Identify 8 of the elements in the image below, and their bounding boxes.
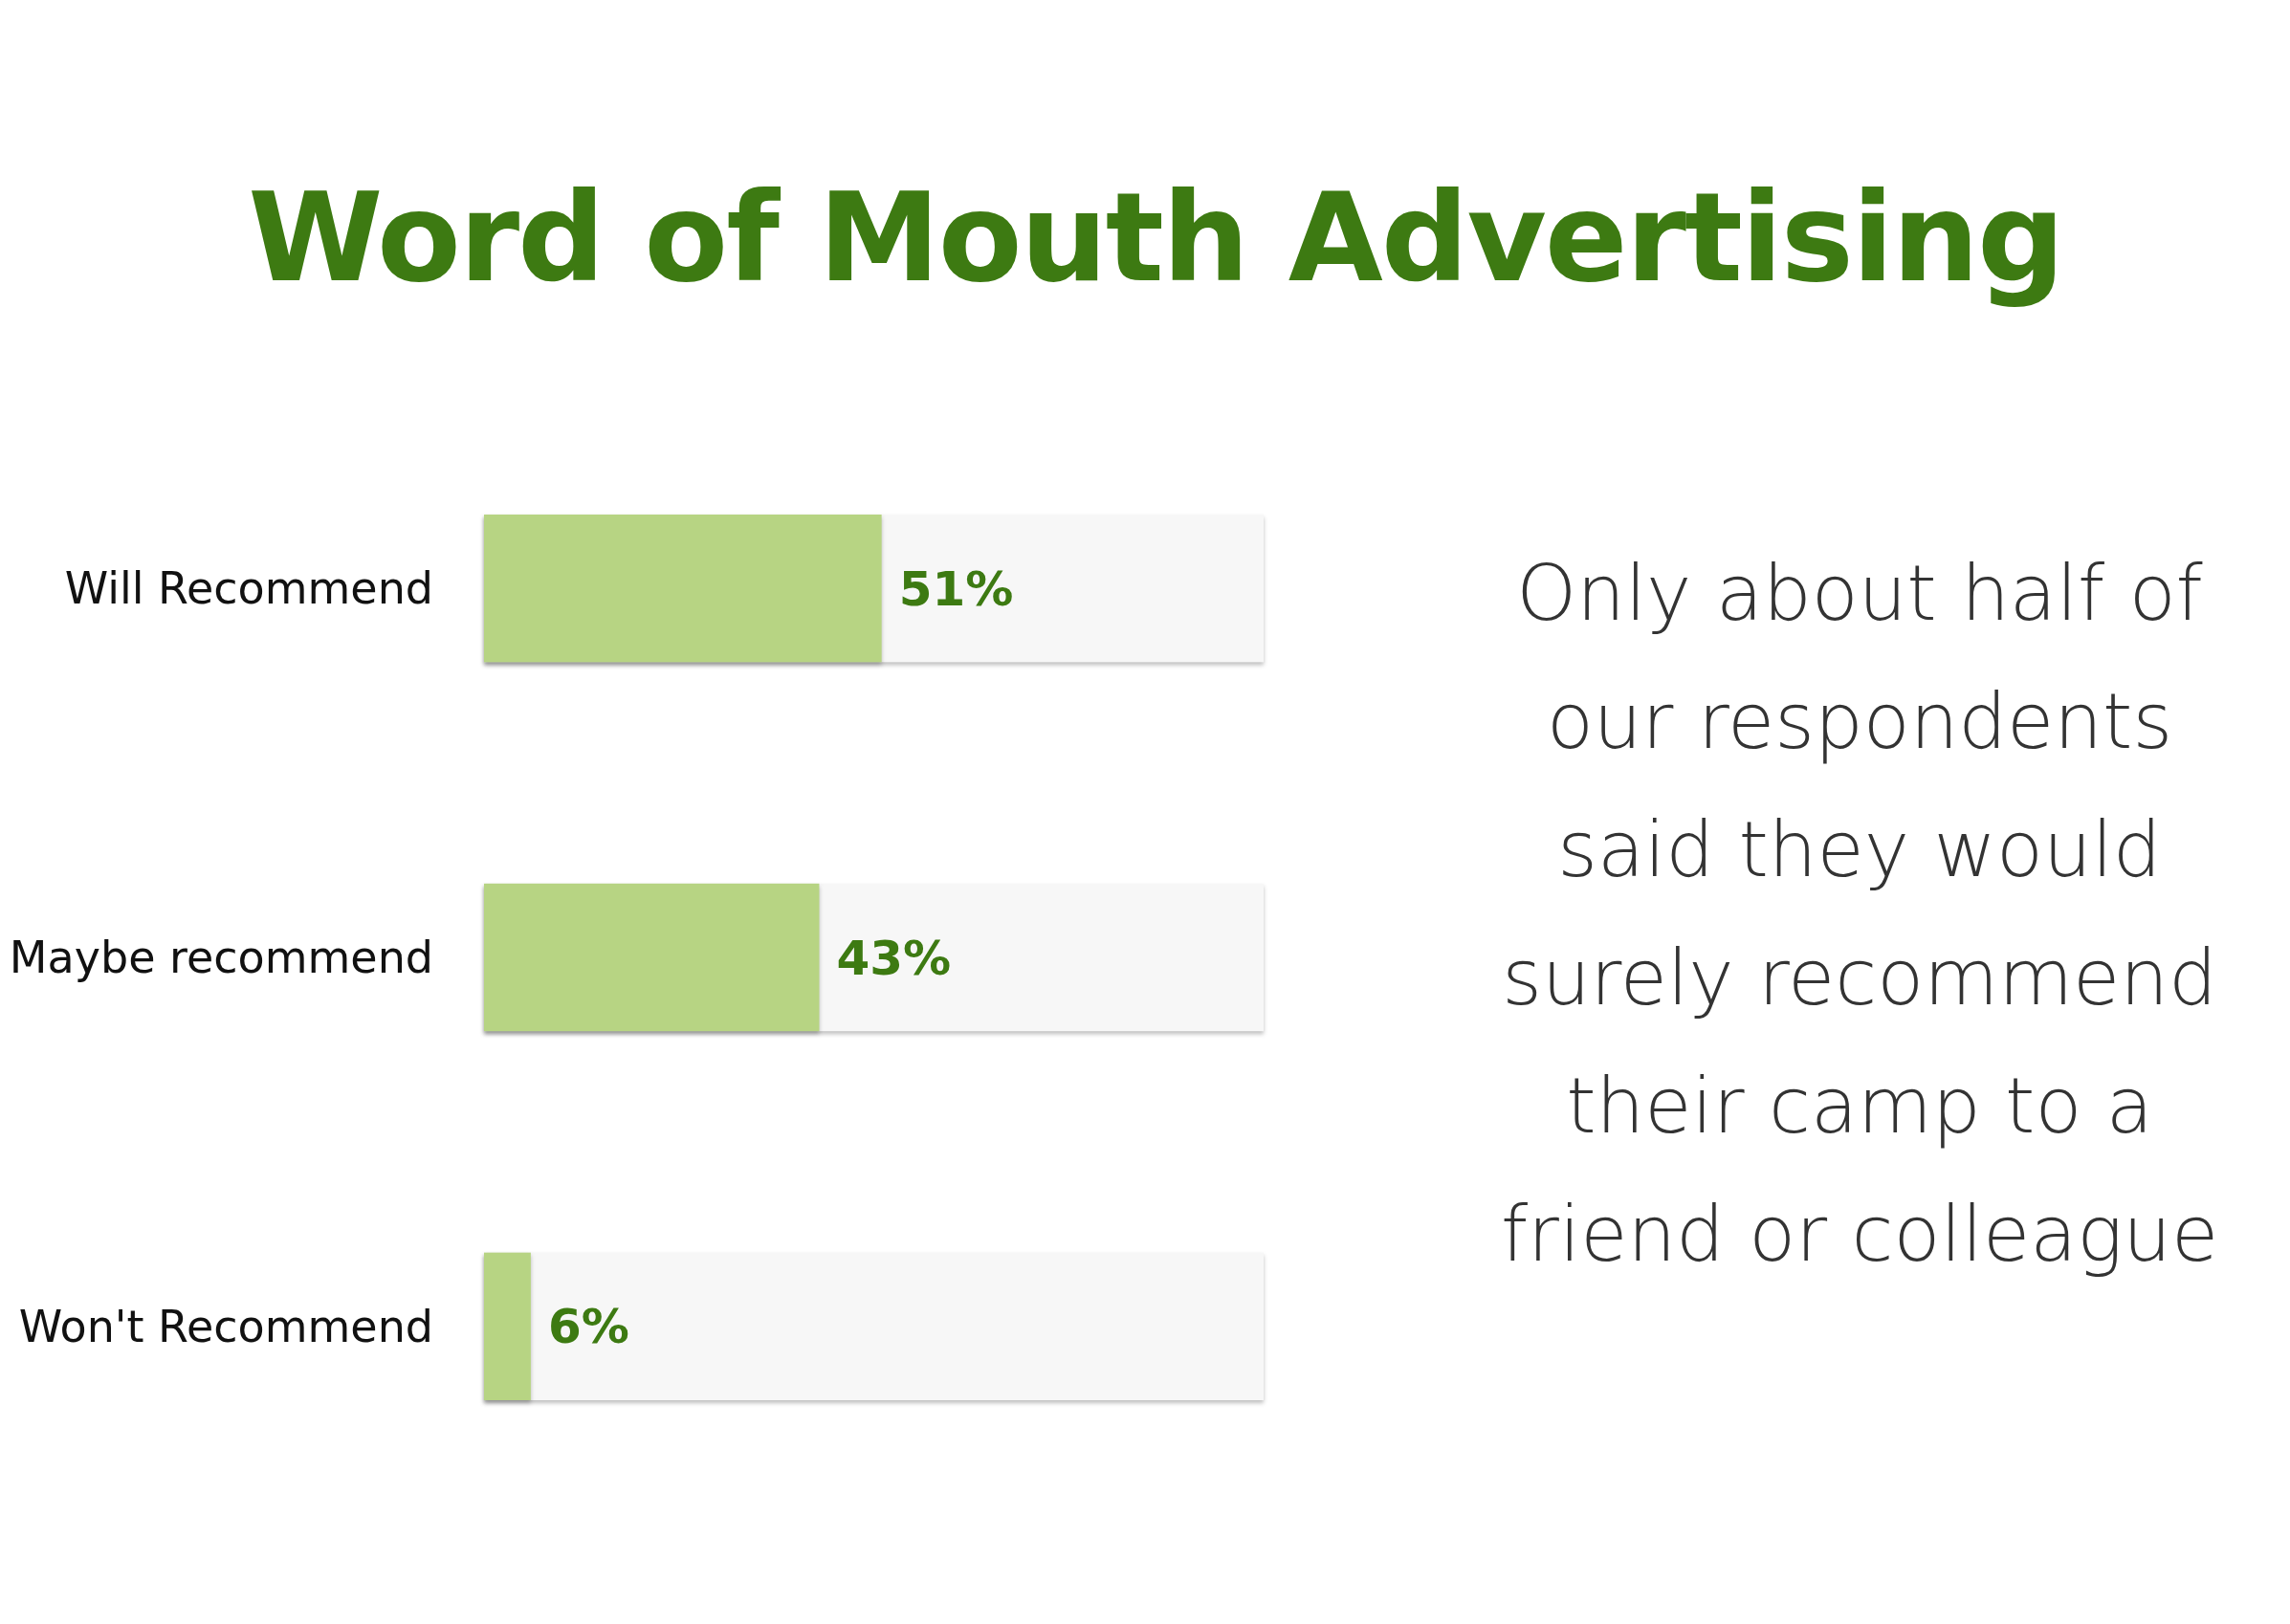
data-label: 6% [547, 1299, 629, 1355]
data-label: 51% [898, 560, 1014, 617]
chart-title: Word of Mouth Advertising [248, 166, 2063, 309]
y-tick-label: Maybe recommend [9, 932, 433, 984]
y-tick-label: Won't Recommend [18, 1300, 433, 1352]
data-label: 43% [836, 930, 952, 986]
text: Only about half of our respondents said they would surely recommend their camp to a friend or colleague [1500, 549, 2219, 1279]
y-tick-label: Will Recommend [64, 562, 433, 615]
